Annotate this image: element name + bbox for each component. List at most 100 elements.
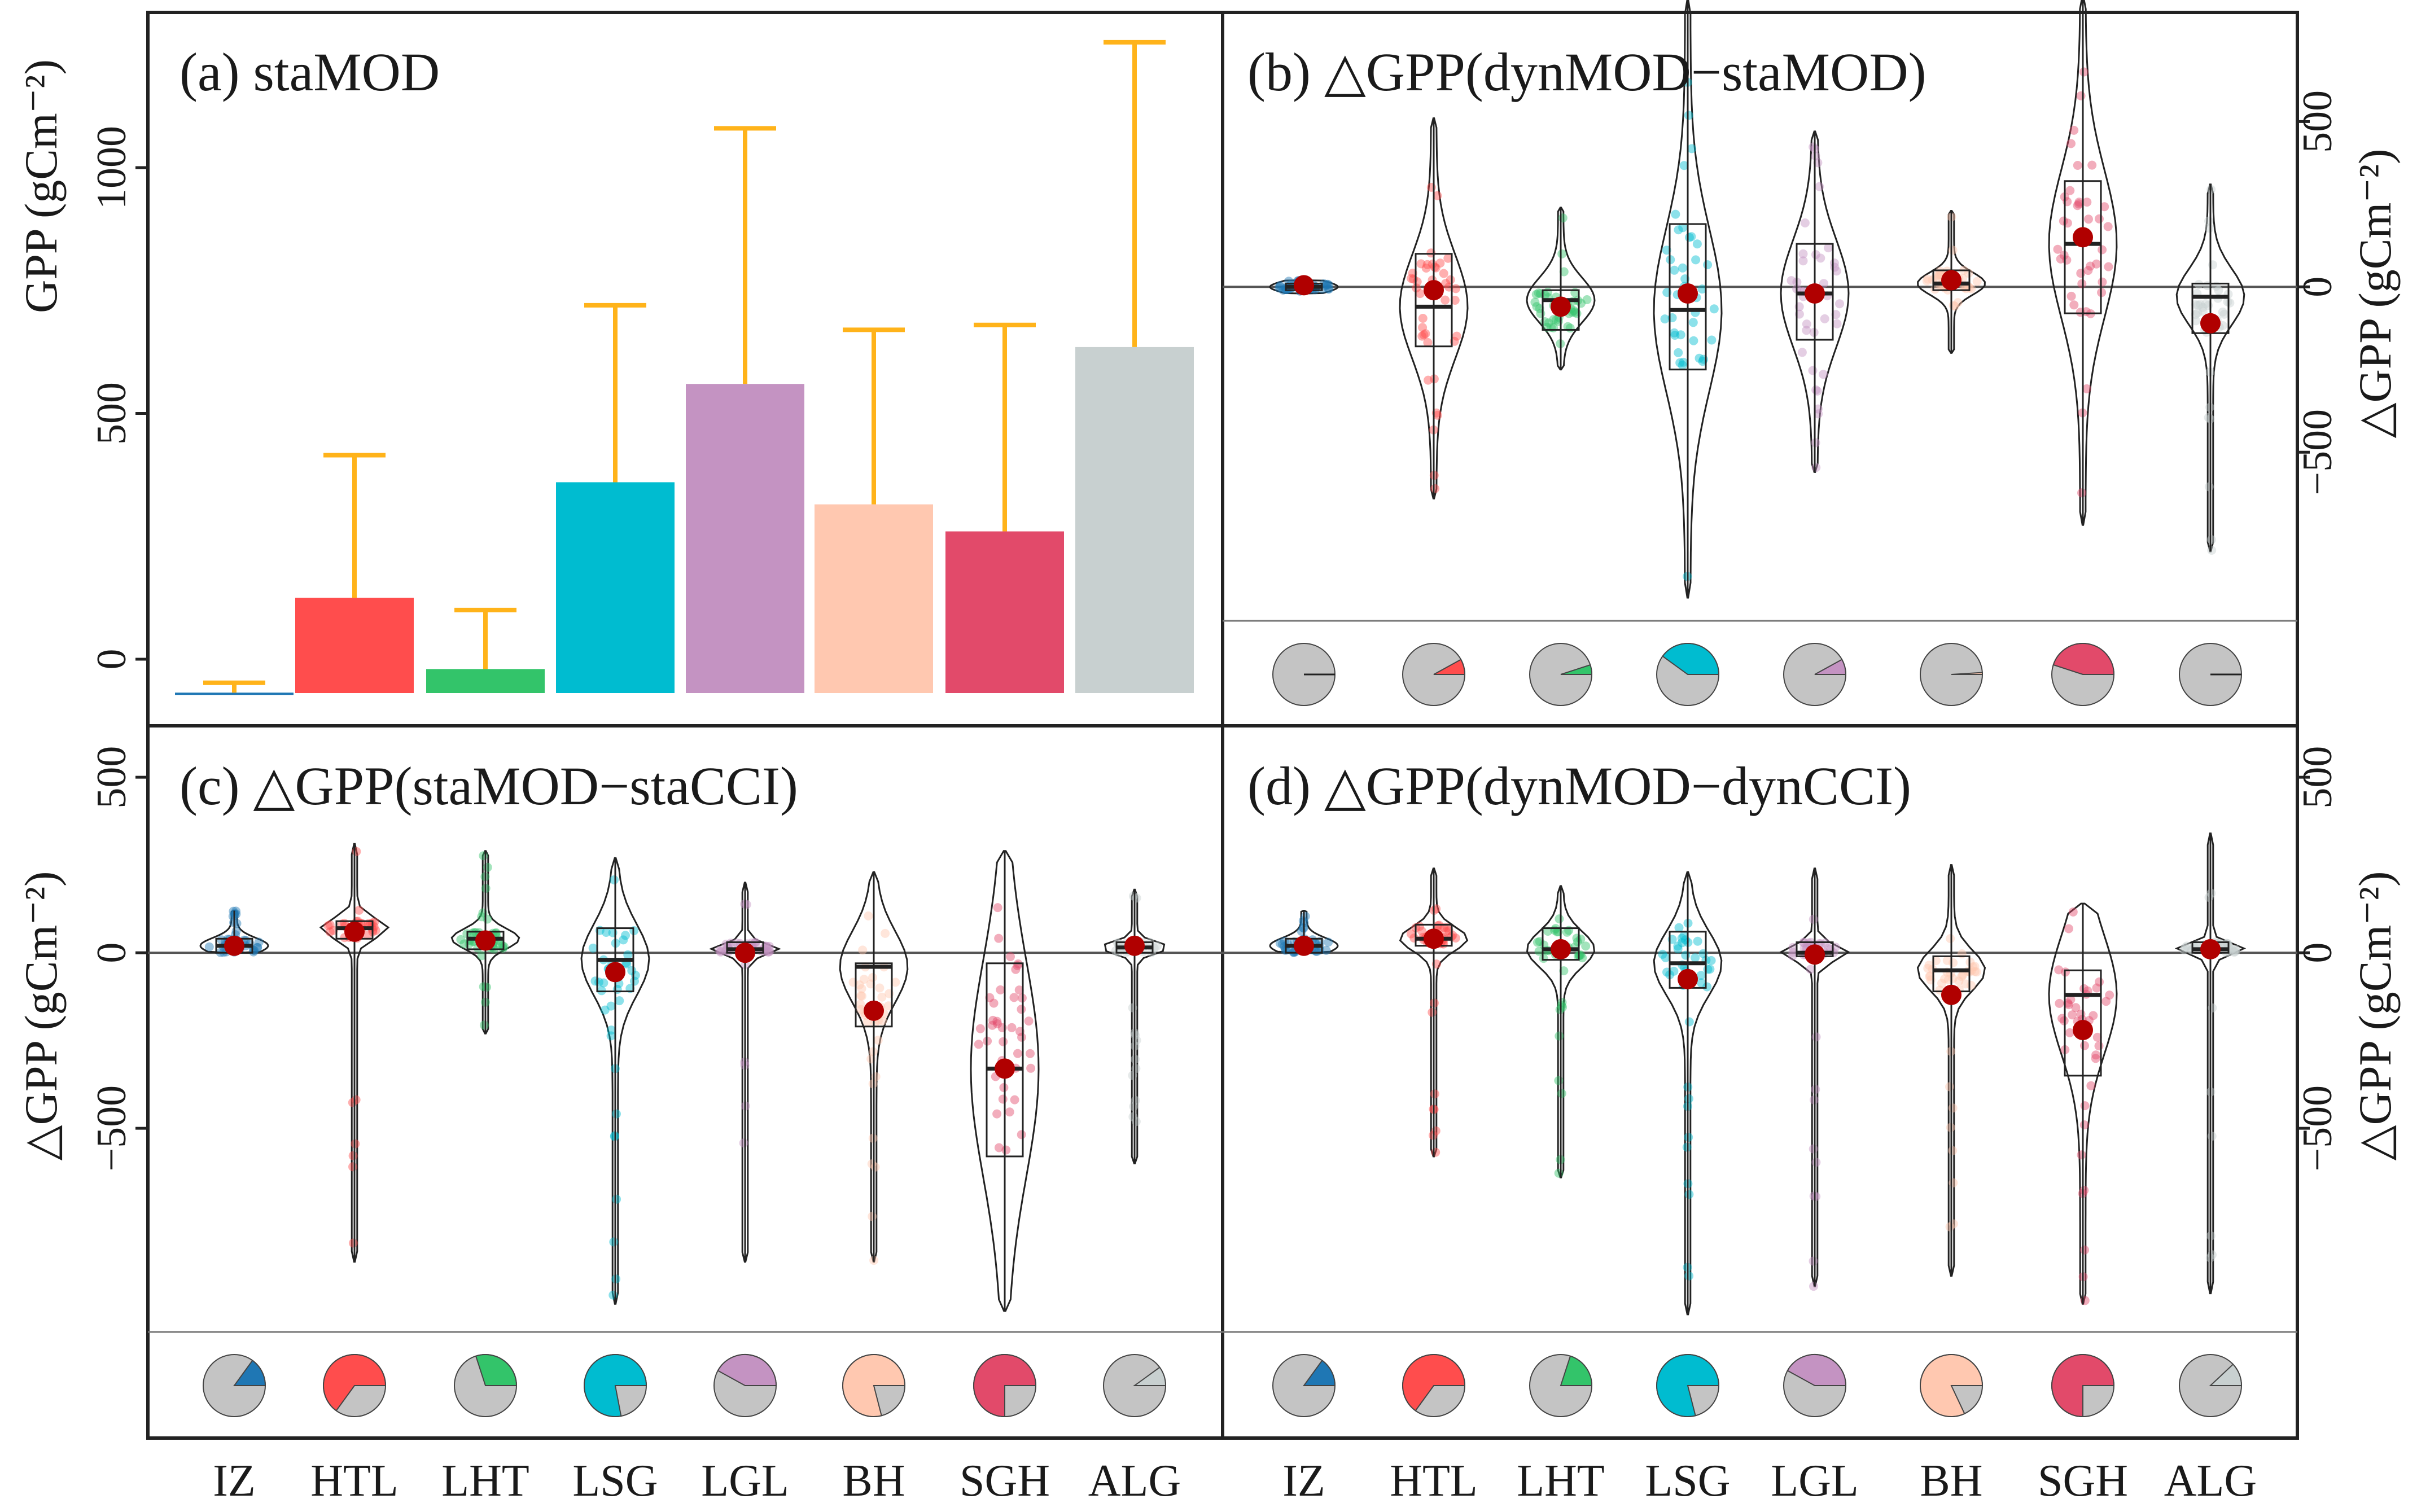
violin-LGL [709, 882, 781, 1263]
point-LSG [599, 978, 608, 988]
point-LGL [765, 946, 774, 956]
point-HTL [1430, 1089, 1439, 1099]
point-ALG [2191, 316, 2201, 326]
point-SGH [2056, 254, 2065, 264]
cat-label-right: IZ [1282, 1456, 1325, 1506]
point-LSG [1703, 965, 1713, 974]
point-IZ [252, 943, 262, 952]
point-HTL [371, 926, 380, 935]
point-LSG [1697, 284, 1707, 294]
y-tick-label: 500 [2295, 746, 2341, 809]
point-SGH [2064, 924, 2073, 934]
point-SGH [2071, 1003, 2081, 1013]
point-LHT [1578, 953, 1587, 963]
point-BH [1948, 1146, 1958, 1155]
point-LSG [607, 1025, 616, 1035]
point-LGL [1829, 258, 1839, 268]
point-LHT [1569, 306, 1578, 315]
point-IZ [228, 911, 238, 921]
point-ALG [1131, 1064, 1141, 1073]
point-ALG [2225, 298, 2235, 308]
point-SGH [2082, 384, 2091, 393]
point-HTL [1422, 260, 1432, 269]
y-tick-label: 500 [2295, 90, 2341, 153]
point-LGL [715, 945, 724, 955]
point-LSG [1684, 233, 1694, 242]
point-ALG [2205, 223, 2214, 233]
point-SGH [2055, 998, 2064, 1008]
point-SGH [2068, 1010, 2077, 1020]
cat-label-right: HTL [1390, 1456, 1478, 1506]
point-LSG [1684, 1190, 1694, 1199]
frame-b [1221, 11, 2299, 727]
point-SGH [2082, 198, 2092, 207]
point-LSG [1679, 931, 1689, 941]
panel-c-ylabel: △GPP (gCm⁻²) [15, 871, 67, 1161]
point-LHT [1573, 937, 1582, 946]
point-HTL [1415, 289, 1425, 299]
point-LSG [1691, 953, 1700, 962]
point-BH [864, 911, 873, 921]
point-ALG [1131, 1117, 1141, 1127]
point-HTL [1433, 191, 1442, 200]
point-BH [1970, 962, 1980, 971]
point-HTL [323, 921, 333, 931]
point-LSG [1670, 331, 1680, 340]
point-LSG [588, 943, 598, 953]
pie-slice-HTL [323, 1354, 387, 1412]
point-LSG [1707, 335, 1717, 345]
point-LHT [1557, 998, 1567, 1007]
point-LSG [619, 935, 628, 945]
violin-LGL [1779, 867, 1850, 1287]
point-LGL [1806, 965, 1815, 974]
cat-label-right: LGL [1771, 1456, 1859, 1506]
point-LHT [1559, 267, 1569, 277]
cat-label-left: IZ [213, 1456, 256, 1506]
point-SGH [2103, 222, 2113, 231]
point-LGL [764, 947, 774, 957]
point-LSG [1684, 1271, 1694, 1281]
point-SGH [2091, 1054, 2100, 1063]
cat-label-left: BH [842, 1456, 905, 1506]
point-ALG [1129, 1102, 1139, 1111]
point-BH [891, 978, 900, 987]
point-SGH [2068, 907, 2078, 917]
point-LGL [1811, 463, 1821, 472]
point-HTL [1406, 929, 1416, 939]
point-HTL [1418, 314, 1428, 323]
point-LSG [1688, 318, 1698, 327]
mean-ALG [1124, 935, 1145, 956]
point-IZ [1321, 281, 1330, 291]
point-IZ [1277, 939, 1287, 949]
point-LGL [1824, 243, 1833, 253]
point-SGH [2080, 1245, 2090, 1255]
point-HTL [1417, 926, 1426, 936]
point-ALG [2206, 535, 2216, 545]
mean-LSG [605, 962, 625, 983]
point-SGH [2069, 300, 2079, 310]
point-BH [1972, 967, 1981, 977]
point-SGH [1007, 1023, 1017, 1032]
box-LHT [1542, 927, 1580, 961]
point-BH [1949, 958, 1958, 967]
point-SGH [2079, 1186, 2089, 1195]
point-HTL [1430, 484, 1440, 493]
point-LGL [1802, 326, 1811, 335]
point-LSG [1676, 330, 1685, 340]
point-IZ [204, 942, 214, 952]
point-BH [855, 980, 864, 989]
point-ALG [2204, 482, 2214, 492]
bar-IZ [175, 693, 294, 695]
point-SGH [1026, 1049, 1035, 1058]
point-BH [1948, 246, 1958, 255]
point-LSG [612, 985, 622, 994]
point-ALG [2182, 941, 2192, 951]
mean-LSG [1678, 283, 1698, 304]
pie-slice-ALG [1132, 1366, 1167, 1386]
pie-slice-SGH [2051, 1354, 2115, 1418]
point-LSG [1696, 978, 1706, 988]
point-LHT [1549, 315, 1558, 325]
point-LSG [606, 1001, 616, 1011]
point-SGH [974, 1040, 983, 1049]
point-SGH [2054, 965, 2064, 975]
